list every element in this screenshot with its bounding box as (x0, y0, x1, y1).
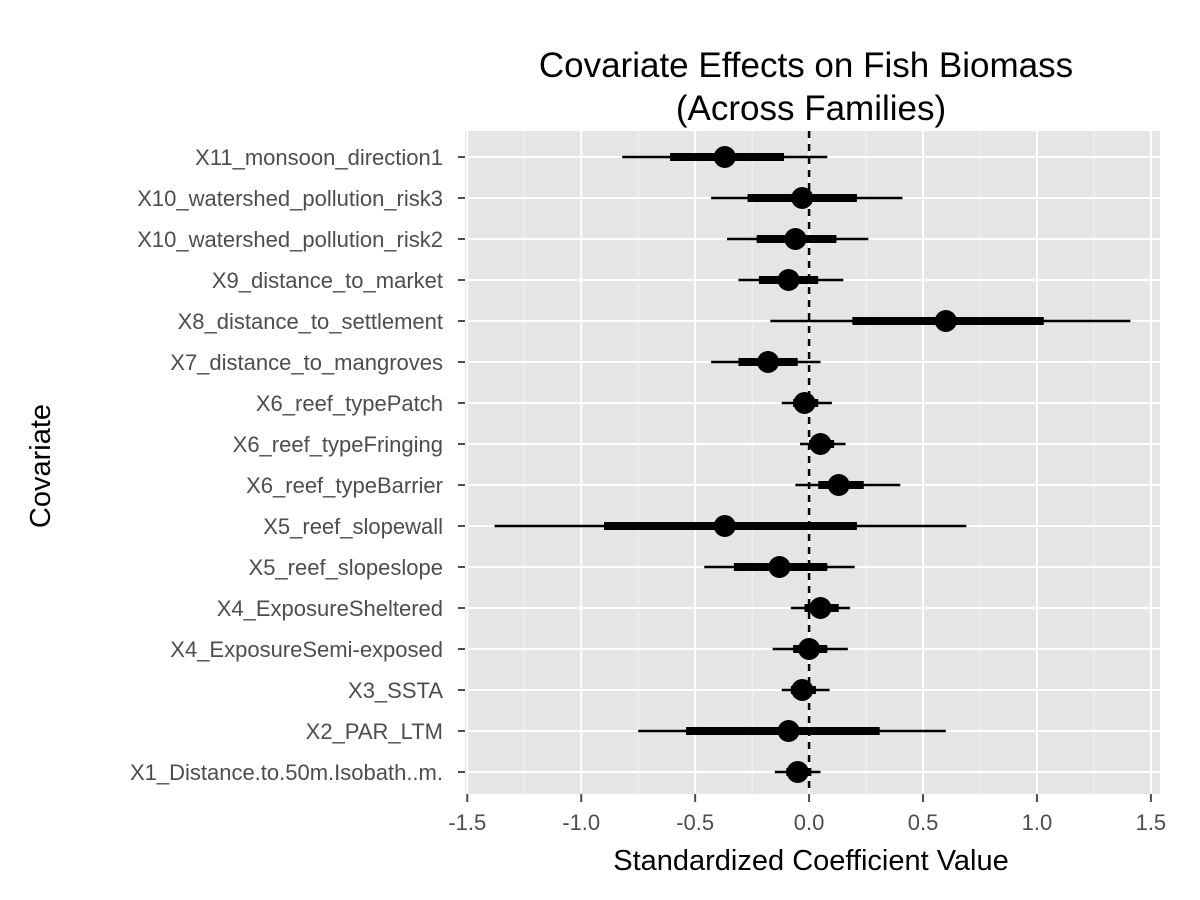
y-tick-label: X7_distance_to_mangroves (170, 350, 443, 375)
chart-title-line-2: (Across Families) (676, 89, 946, 128)
y-tick-label: X11_monsoon_direction1 (195, 145, 443, 170)
x-tick-label: -1.5 (448, 810, 486, 835)
y-tick-label: X8_distance_to_settlement (178, 309, 443, 334)
estimate-point (791, 187, 814, 209)
y-tick-label: X1_Distance.to.50m.Isobath..m. (130, 760, 443, 785)
estimate-point (809, 433, 832, 455)
panel-background (465, 131, 1160, 794)
estimate-point (793, 392, 816, 414)
y-tick-label: X2_PAR_LTM (306, 719, 443, 744)
estimate-point (713, 146, 736, 168)
estimate-point (713, 515, 736, 537)
y-axis-title: Covariate (25, 404, 57, 528)
y-tick-label: X5_reef_slopewall (263, 514, 443, 539)
x-tick-label: 0.5 (908, 810, 939, 835)
x-tick-label: 1.5 (1136, 810, 1167, 835)
y-tick-label: X6_reef_typeFringing (233, 432, 443, 457)
estimate-point (786, 761, 809, 783)
y-tick-label: X10_watershed_pollution_risk3 (137, 186, 443, 211)
estimate-point (768, 556, 791, 578)
estimate-point (791, 679, 814, 701)
y-tick-label: X10_watershed_pollution_risk2 (137, 227, 443, 252)
estimate-point (784, 228, 807, 250)
estimate-point (777, 269, 800, 291)
y-tick-label: X3_SSTA (348, 678, 443, 703)
y-tick-label: X4_ExposureSemi-exposed (170, 637, 443, 662)
y-tick-label: X5_reef_slopeslope (249, 555, 443, 580)
y-tick-label: X4_ExposureSheltered (217, 596, 443, 621)
y-tick-label: X6_reef_typeBarrier (246, 473, 443, 498)
x-tick-label: 1.0 (1022, 810, 1053, 835)
estimate-point (777, 720, 800, 742)
x-tick-label: 0.0 (794, 810, 825, 835)
plot-area: X11_monsoon_direction1 X10_watershed_poll… (130, 131, 1166, 835)
y-tick-label: X6_reef_typePatch (256, 391, 443, 416)
estimate-point (934, 310, 957, 332)
x-tick-label: -0.5 (676, 810, 714, 835)
x-tick-label: -1.0 (562, 810, 600, 835)
chart-title-line-1: Covariate Effects on Fish Biomass (539, 46, 1073, 85)
estimate-point (757, 351, 780, 373)
estimate-point (827, 474, 850, 496)
estimate-point (809, 597, 832, 619)
estimate-point (798, 638, 821, 660)
x-axis-title: Standardized Coefficient Value (613, 845, 1009, 877)
y-tick-label: X9_distance_to_market (212, 268, 443, 293)
